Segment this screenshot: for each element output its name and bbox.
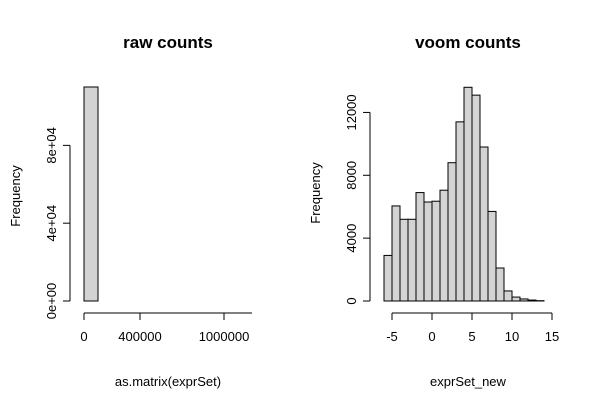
- y-axis-label: Frequency: [8, 165, 23, 227]
- bar: [495, 267, 505, 302]
- chart-title: voom counts: [415, 33, 521, 52]
- x-tick-label: -5: [386, 329, 398, 344]
- bar: [455, 121, 465, 302]
- bar: [431, 200, 441, 302]
- bar: [447, 162, 457, 302]
- y-tick-label: 0e+00: [44, 283, 59, 320]
- bar: [487, 210, 497, 302]
- bar: [407, 218, 417, 302]
- bar: [391, 205, 401, 302]
- y-tick-label: 4000: [344, 224, 359, 253]
- y-tick-label: 4e+04: [44, 205, 59, 242]
- y-tick-label: 8000: [344, 161, 359, 190]
- bar: [415, 192, 425, 302]
- bar: [439, 189, 449, 302]
- bar: [519, 298, 529, 302]
- y-tick-label: 0: [344, 297, 359, 304]
- bar: [423, 201, 433, 302]
- x-axis-label: as.matrix(exprSet): [115, 374, 221, 389]
- x-tick-label: 15: [545, 329, 559, 344]
- bar: [511, 296, 521, 302]
- y-axis-label: Frequency: [308, 162, 323, 224]
- x-tick-label: 0: [80, 329, 87, 344]
- x-axis-label: exprSet_new: [430, 374, 506, 389]
- bar: [383, 254, 393, 302]
- x-tick-label: 1000000: [199, 329, 250, 344]
- y-tick-label: 12000: [344, 94, 359, 130]
- bar: [479, 146, 489, 302]
- y-tick-label: 8e+04: [44, 127, 59, 164]
- x-tick-label: 0: [428, 329, 435, 344]
- x-tick-label: 5: [468, 329, 475, 344]
- bar: [527, 299, 537, 302]
- bar: [463, 86, 473, 302]
- chart-title: raw counts: [123, 33, 213, 52]
- bar: [83, 86, 99, 302]
- x-tick-label: 10: [505, 329, 519, 344]
- x-tick-label: 400000: [118, 329, 161, 344]
- bar: [503, 290, 513, 302]
- bar: [471, 94, 481, 302]
- bar: [399, 218, 409, 302]
